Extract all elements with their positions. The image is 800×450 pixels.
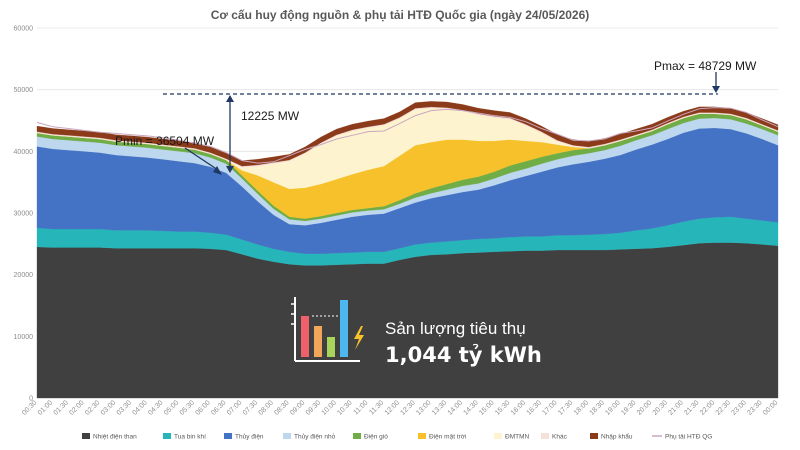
y-tick-label: 60000 bbox=[14, 26, 34, 33]
x-tick-label: 05:00 bbox=[163, 399, 180, 416]
x-tick-label: 14:30 bbox=[463, 399, 480, 416]
legend-label: Tua bin khí bbox=[174, 434, 206, 441]
x-tick-label: 22:30 bbox=[715, 399, 732, 416]
x-tick-label: 03:00 bbox=[100, 399, 117, 416]
legend-label: Thủy điện bbox=[235, 433, 264, 441]
x-tick-label: 07:30 bbox=[242, 399, 259, 416]
x-tick-label: 00:30 bbox=[21, 399, 38, 416]
legend-swatch bbox=[82, 433, 90, 439]
x-tick-label: 10:30 bbox=[336, 399, 353, 416]
legend-label: ĐMTMN bbox=[505, 434, 529, 441]
x-tick-label: 09:30 bbox=[305, 399, 322, 416]
delta-arrow-head-top bbox=[226, 95, 234, 102]
y-axis-tick-labels: 0 10000 20000 30000 40000 50000 60000 bbox=[14, 26, 34, 403]
x-tick-label: 21:30 bbox=[683, 399, 700, 416]
y-tick-label: 50000 bbox=[14, 87, 34, 94]
x-tick-label: 19:30 bbox=[620, 399, 637, 416]
x-tick-label: 17:30 bbox=[557, 399, 574, 416]
x-tick-label: 08:30 bbox=[273, 399, 290, 416]
legend-label: Điện gió bbox=[364, 434, 388, 441]
area-series-nhap-khau bbox=[36, 101, 779, 167]
legend-label: Thủy điện nhỏ bbox=[294, 433, 336, 441]
pmax-annotation: Pmax = 48729 MW bbox=[654, 59, 757, 73]
consumption-kpi: Sản lượng tiêu thụ 1,044 tỷ kWh bbox=[291, 297, 542, 367]
x-tick-label: 13:00 bbox=[415, 399, 432, 416]
x-tick-label: 06:30 bbox=[210, 399, 227, 416]
x-tick-label: 11:30 bbox=[368, 399, 385, 416]
legend-label: Nhiệt điện than bbox=[93, 434, 137, 441]
x-tick-label: 15:00 bbox=[478, 399, 495, 416]
legend-swatch bbox=[163, 433, 171, 439]
x-tick-label: 14:00 bbox=[447, 399, 464, 416]
legend-swatch bbox=[541, 433, 549, 439]
x-tick-label: 23:00 bbox=[731, 399, 748, 416]
x-tick-label: 03:30 bbox=[116, 399, 133, 416]
chart-title: Cơ cấu huy động nguồn & phụ tải HTĐ Quốc… bbox=[211, 8, 590, 22]
x-tick-label: 15:30 bbox=[494, 399, 511, 416]
y-tick-label: 20000 bbox=[14, 272, 34, 279]
legend-swatch bbox=[494, 433, 502, 439]
x-tick-label: 22:00 bbox=[699, 399, 716, 416]
x-tick-label: 16:30 bbox=[526, 399, 543, 416]
x-tick-label: 17:00 bbox=[541, 399, 558, 416]
chart-legend: Nhiệt điện than Tua bin khí Thủy điện Thủy … bbox=[82, 433, 712, 441]
load-line bbox=[36, 107, 779, 164]
legend-label: Nhập khẩu bbox=[601, 433, 633, 441]
y-tick-label: 40000 bbox=[14, 149, 34, 156]
x-tick-label: 00:00 bbox=[762, 399, 779, 416]
x-tick-label: 06:00 bbox=[194, 399, 211, 416]
stacked-area-series bbox=[36, 101, 779, 399]
pmin-pointer-head bbox=[213, 166, 222, 175]
x-tick-label: 09:00 bbox=[289, 399, 306, 416]
legend-label: Điện mặt trời bbox=[429, 434, 467, 441]
x-tick-label: 20:30 bbox=[652, 399, 669, 416]
delta-arrow-head-bottom bbox=[226, 166, 234, 173]
x-tick-label: 07:00 bbox=[226, 399, 243, 416]
x-tick-label: 08:00 bbox=[258, 399, 275, 416]
x-axis-tick-labels: 00:3001:0001:3002:0002:3003:0003:3004:00… bbox=[21, 399, 779, 416]
pmin-pointer-line bbox=[184, 147, 219, 171]
y-tick-label: 30000 bbox=[14, 211, 34, 218]
x-tick-label: 02:00 bbox=[68, 399, 85, 416]
legend-label: Phụ tải HTĐ QG bbox=[665, 434, 712, 441]
x-tick-label: 01:30 bbox=[53, 399, 70, 416]
y-tick-label: 10000 bbox=[14, 334, 34, 341]
x-tick-label: 13:30 bbox=[431, 399, 448, 416]
x-tick-label: 18:00 bbox=[573, 399, 590, 416]
legend-label: Khác bbox=[552, 434, 568, 441]
x-tick-label: 05:30 bbox=[179, 399, 196, 416]
bar-chart-bolt-icon bbox=[291, 297, 364, 362]
x-tick-label: 19:00 bbox=[604, 399, 621, 416]
legend-swatch bbox=[283, 433, 291, 439]
legend-swatch bbox=[418, 433, 426, 439]
x-tick-label: 01:00 bbox=[37, 399, 54, 416]
pmax-pointer-head bbox=[712, 86, 720, 93]
legend-swatch bbox=[224, 433, 232, 439]
legend-swatch bbox=[590, 433, 598, 439]
x-tick-label: 21:00 bbox=[667, 399, 684, 416]
x-tick-label: 18:30 bbox=[589, 399, 606, 416]
legend-swatch bbox=[353, 433, 361, 439]
x-tick-label: 23:30 bbox=[746, 399, 763, 416]
pmin-annotation: Pmin = 36504 MW bbox=[115, 134, 215, 148]
x-tick-label: 16:00 bbox=[510, 399, 527, 416]
x-tick-label: 04:30 bbox=[147, 399, 164, 416]
x-tick-label: 02:30 bbox=[84, 399, 101, 416]
x-tick-label: 10:00 bbox=[321, 399, 338, 416]
y-tick-label: 0 bbox=[29, 396, 33, 403]
delta-annotation: 12225 MW bbox=[241, 109, 300, 123]
x-tick-label: 20:00 bbox=[636, 399, 653, 416]
x-tick-label: 04:00 bbox=[131, 399, 148, 416]
x-tick-label: 11:00 bbox=[353, 399, 370, 416]
x-tick-label: 12:00 bbox=[384, 399, 401, 416]
kpi-value: 1,044 tỷ kWh bbox=[385, 343, 542, 367]
x-tick-label: 12:30 bbox=[399, 399, 416, 416]
kpi-label: Sản lượng tiêu thụ bbox=[385, 319, 526, 338]
